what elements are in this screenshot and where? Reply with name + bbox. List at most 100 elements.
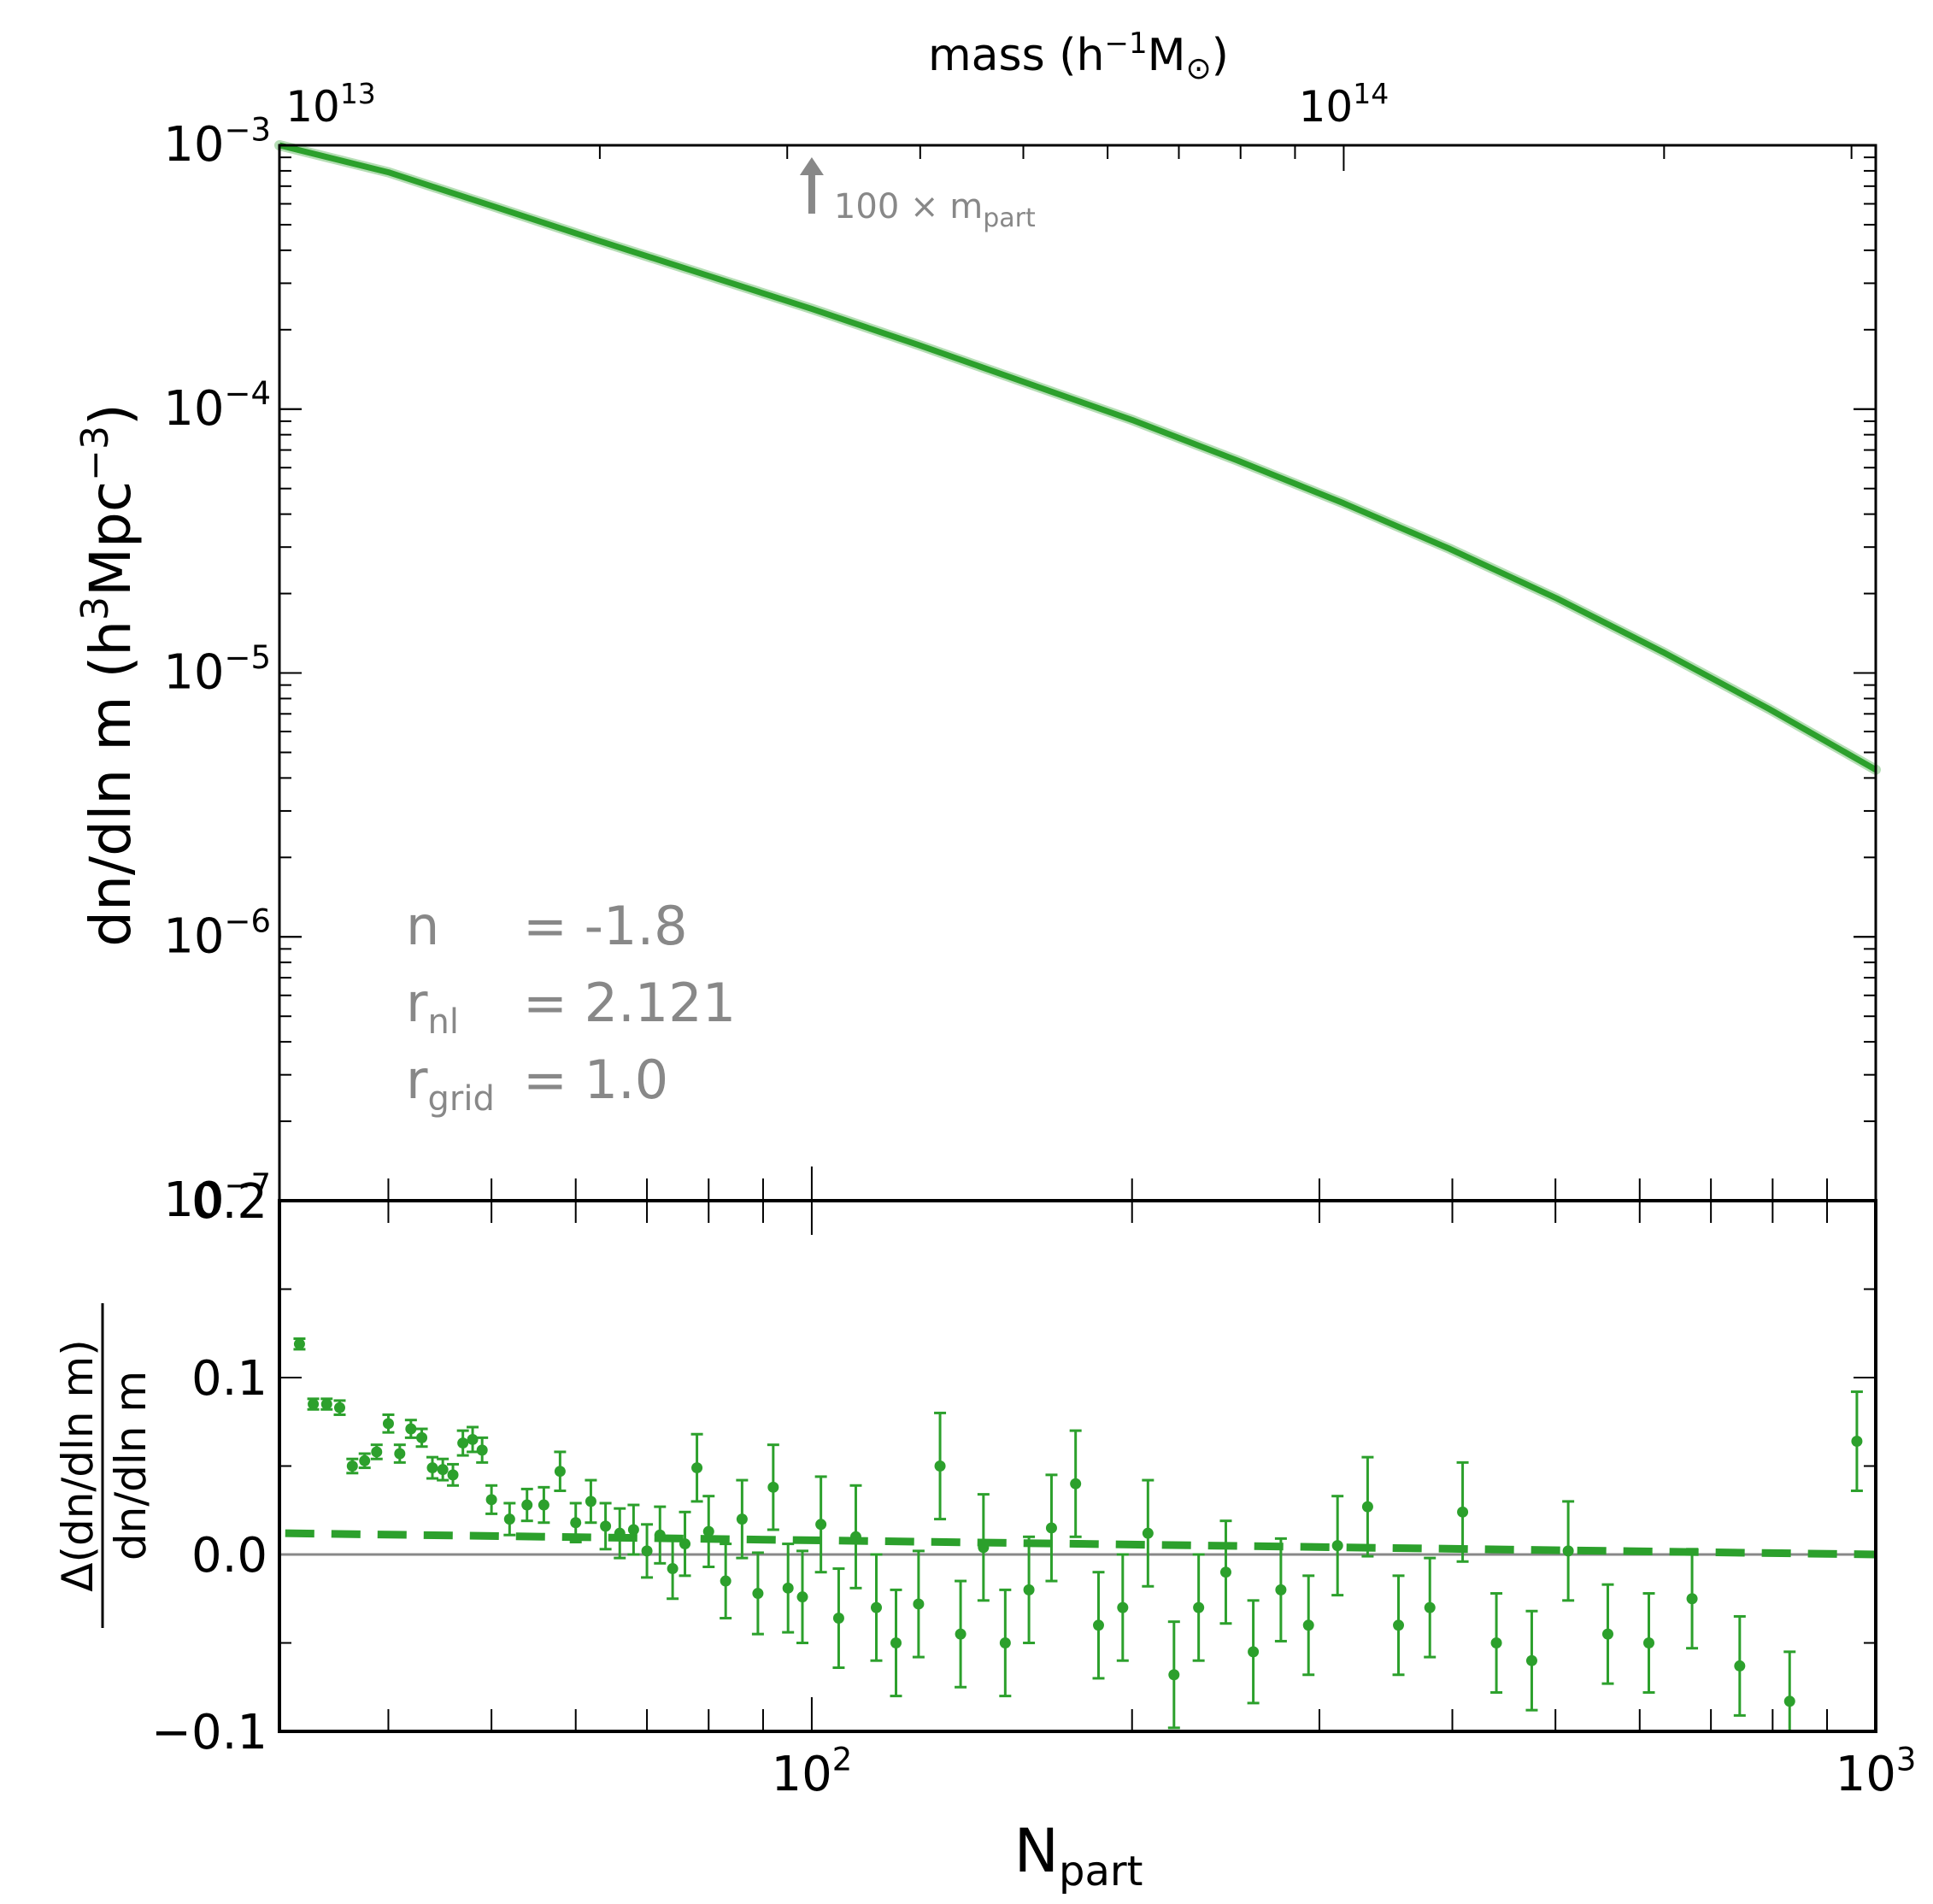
data-point	[1642, 1637, 1654, 1648]
data-point	[702, 1525, 714, 1537]
top-y-tick-label-base: 10	[163, 381, 224, 437]
data-point	[1302, 1619, 1314, 1631]
data-point	[796, 1591, 808, 1603]
data-point	[1851, 1436, 1863, 1448]
bottom-x-tick-label-exp: 2	[832, 1741, 853, 1778]
param-n-name: n	[406, 895, 439, 957]
data-point	[371, 1446, 383, 1458]
data-point	[1490, 1637, 1502, 1648]
fit-curve	[279, 142, 1877, 773]
top-panel: 10−310−410−510−610−7 1013 1014 mass (h−1M…	[73, 26, 1881, 1228]
param-rgrid-name: rgrid	[406, 1049, 495, 1119]
top-y-tick-labels: 10−310−410−510−610−7	[163, 111, 271, 1228]
param-rgrid-value: = 1.0	[523, 1049, 668, 1111]
top-mass-tick-label: 1014	[1299, 77, 1390, 132]
top-mass-tick-labels: 1013 1014	[285, 77, 1389, 132]
data-point	[752, 1588, 764, 1600]
bottom-y-tick-label: 0.2	[191, 1174, 267, 1230]
top-axis-title: mass (h−1M⊙)	[928, 26, 1229, 86]
data-point	[447, 1469, 459, 1481]
data-point	[600, 1520, 612, 1532]
top-mass-tick-label-base: 10	[1299, 82, 1354, 132]
dashed-trend-line	[285, 1529, 1877, 1559]
top-y-tick-label-base: 10	[163, 1172, 224, 1228]
top-panel-ticks	[279, 144, 1876, 1202]
data-point	[870, 1601, 882, 1613]
data-point	[485, 1494, 497, 1506]
data-point	[538, 1499, 549, 1511]
data-point	[554, 1466, 566, 1478]
data-band	[274, 140, 1881, 775]
data-point	[1361, 1501, 1373, 1513]
data-point	[382, 1418, 394, 1430]
data-point	[1734, 1660, 1746, 1672]
top-y-tick-label: 10−3	[163, 111, 271, 173]
bottom-y-axis-title: Δ(dn/dln m) dn/dln m	[53, 1303, 156, 1628]
data-point	[457, 1437, 469, 1449]
y-axis-numerator: Δ(dn/dln m)	[53, 1339, 103, 1591]
data-point	[1070, 1478, 1082, 1490]
data-point	[720, 1575, 731, 1587]
data-point	[1023, 1584, 1035, 1595]
top-mass-tick-label-exp: 14	[1353, 77, 1389, 110]
data-point	[1275, 1584, 1287, 1595]
bottom-x-tick-label-exp: 3	[1896, 1741, 1917, 1778]
param-rnl-value: = 2.121	[523, 972, 736, 1034]
data-point	[1525, 1654, 1537, 1666]
data-point	[667, 1563, 679, 1575]
data-point	[913, 1598, 925, 1610]
data-point	[1117, 1601, 1129, 1613]
top-y-tick-label: 10−5	[163, 639, 271, 701]
particle-limit-annotation: 100 × mpart	[799, 157, 1036, 233]
bottom-y-tick-label: −0.1	[151, 1705, 267, 1760]
data-point	[1092, 1619, 1104, 1631]
top-y-tick-label-exp: −7	[225, 1166, 271, 1203]
y-axis-denominator: dn/dln m	[106, 1371, 156, 1560]
data-point	[641, 1545, 653, 1557]
data-point	[1248, 1646, 1260, 1658]
bottom-x-axis-title: Npart	[1014, 1816, 1143, 1895]
data-point	[1686, 1593, 1698, 1605]
data-point	[815, 1519, 827, 1531]
data-point	[691, 1462, 703, 1474]
top-y-tick-label-base: 10	[163, 645, 224, 701]
data-point	[437, 1464, 449, 1476]
bottom-panel-ticks	[279, 1166, 1876, 1732]
top-y-axis-title: dn/dln m (h3Mpc−3)	[73, 403, 144, 947]
data-point	[832, 1613, 844, 1625]
param-n-value: = -1.8	[523, 895, 688, 957]
residual-trend-line	[285, 1529, 1877, 1559]
data-point	[570, 1517, 582, 1529]
top-mass-tick-label-base: 10	[285, 82, 340, 132]
top-panel-curves	[274, 140, 1881, 775]
bottom-panel-frame	[278, 1199, 1877, 1733]
data-point	[1562, 1545, 1574, 1557]
data-point	[1168, 1669, 1180, 1681]
data-point	[627, 1524, 639, 1536]
data-point	[890, 1637, 902, 1648]
bottom-x-tick-label-base: 10	[772, 1747, 832, 1802]
bottom-y-tick-labels: 0.2 0.1 0.0 −0.1	[151, 1174, 267, 1760]
parameter-block: n = -1.8 rnl = 2.121 rgrid = 1.0	[406, 895, 736, 1119]
data-point	[1783, 1695, 1795, 1707]
bottom-y-tick-label: 0.0	[191, 1528, 267, 1584]
data-point	[394, 1448, 406, 1460]
top-mass-tick-label: 1013	[285, 77, 376, 132]
residual-points	[293, 1337, 1863, 1731]
data-point	[782, 1582, 794, 1594]
data-point	[521, 1499, 533, 1511]
data-point	[1601, 1628, 1613, 1640]
data-point	[333, 1402, 345, 1413]
top-y-tick-label: 10−4	[163, 375, 271, 437]
top-y-tick-label-base: 10	[163, 908, 224, 964]
particle-limit-label: 100 × mpart	[834, 187, 1036, 233]
param-rnl-name: rnl	[406, 972, 459, 1042]
bottom-y-tick-label: 0.1	[191, 1351, 267, 1407]
top-mass-tick-label-exp: 13	[340, 77, 376, 110]
top-y-tick-label-exp: −5	[225, 639, 271, 676]
data-point	[767, 1481, 779, 1493]
bottom-x-tick-labels: 102 103	[772, 1741, 1917, 1802]
data-point	[320, 1398, 332, 1410]
data-point	[1457, 1506, 1469, 1518]
